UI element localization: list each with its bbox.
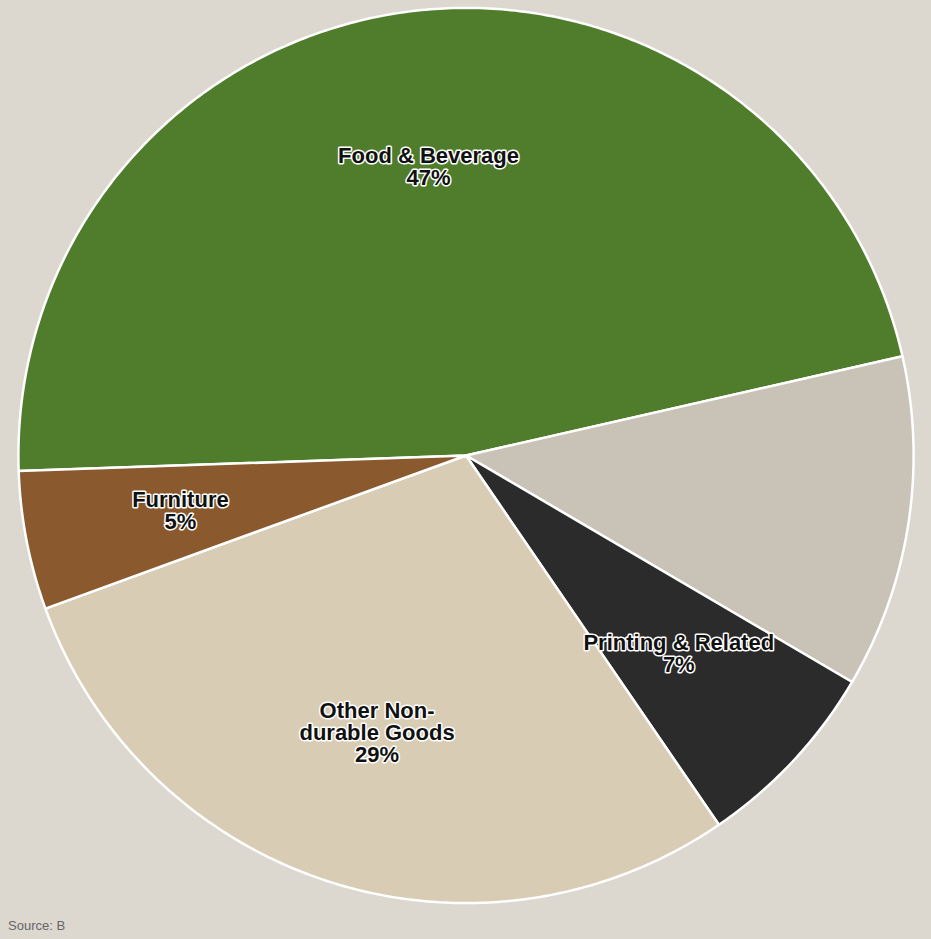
svg-text:Other Non-durable Goods29%: Other Non-durable Goods29%: [299, 698, 454, 767]
svg-text:Furniture5%: Furniture5%: [132, 487, 229, 534]
svg-text:Food & Beverage47%: Food & Beverage47%: [338, 143, 519, 190]
html-text:Source: B: Source: B: [8, 918, 66, 933]
svg-text:Printing & Related7%: Printing & Related7%: [583, 630, 774, 677]
